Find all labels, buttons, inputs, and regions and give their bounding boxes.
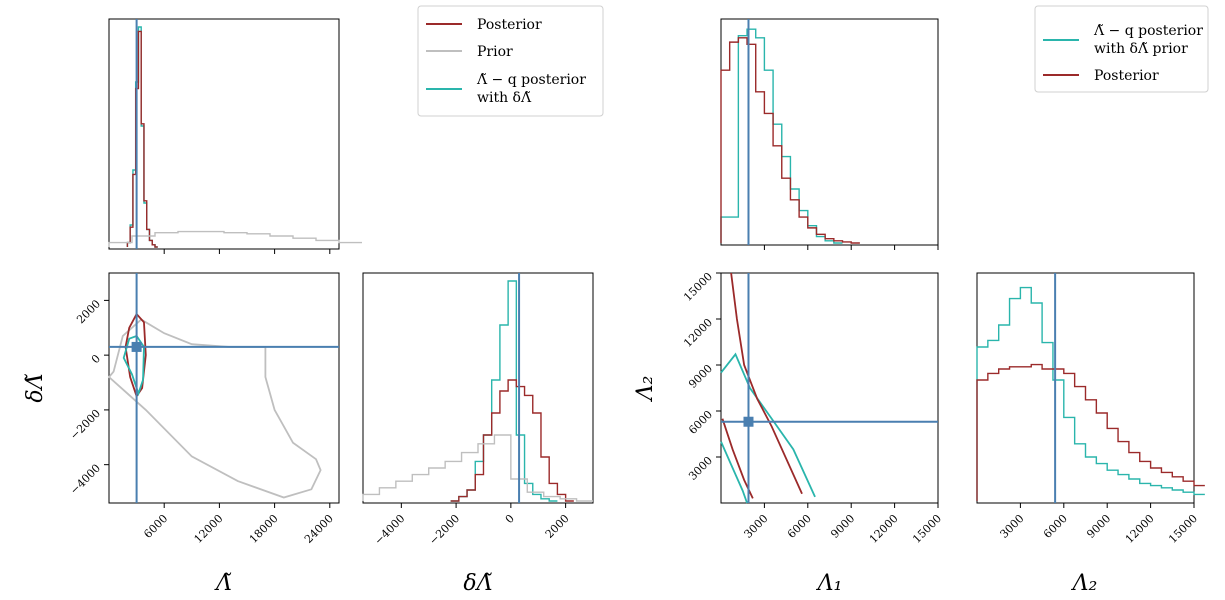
legend-right-posterior: Posterior	[1094, 68, 1159, 84]
xtick-label-5-1: 6000	[1041, 512, 1070, 541]
xtick-label-2-2: 0	[503, 512, 517, 526]
contour-posterior-contour-outer-4	[730, 272, 803, 495]
truth-marker-4	[743, 416, 754, 427]
hist-series-2-2	[362, 434, 593, 502]
hist-series-5-1	[976, 363, 1205, 501]
legend-right: Λ̃ − q posterior with δΛ̃ prior Posterio…	[1034, 5, 1209, 93]
ytick-label-4-3: 12000	[681, 316, 715, 350]
xlabel-l1: Λ₁	[816, 571, 843, 596]
ylabel-dlt: δΛ̃	[23, 373, 48, 402]
contour-posterior-contour-1	[124, 312, 147, 399]
xtick-label-5-2: 9000	[1084, 512, 1113, 541]
xtick-label-4-3: 12000	[867, 512, 901, 546]
contour-prior-contour-1	[107, 318, 322, 499]
xtick-label-4-4: 15000	[910, 512, 944, 546]
contour-lq-contour-1	[122, 334, 145, 397]
xtick-label-4-1: 6000	[785, 512, 814, 541]
contour-lq-contour-inner-4	[720, 441, 748, 504]
panel-dlt-marginal-frame	[362, 272, 594, 504]
ytick-label-1-2: −2000	[68, 407, 104, 443]
legend-left-prior: Prior	[477, 44, 513, 60]
panel-dlt-vs-lt-frame	[108, 272, 340, 504]
legend-left-box	[417, 5, 604, 117]
xtick-label-1-2: 18000	[247, 512, 281, 546]
hist-series-3-0	[720, 28, 843, 244]
xlabel-dlt: δΛ̃	[463, 571, 492, 596]
xlabel-l2: Λ₂	[1071, 571, 1098, 596]
panel-lambda2-marginal: 3000 6000 9000 12000 15000	[976, 273, 1205, 546]
ylabel-l2: Λ₂	[633, 376, 658, 403]
ytick-label-1-3: −4000	[68, 462, 104, 498]
panel-lambda-tilde-marginal	[108, 19, 362, 254]
panel-lambda1-marginal	[720, 19, 939, 250]
panel-dlt-marginal: −4000 −2000 0 2000	[362, 273, 593, 548]
hist-series-3-1	[720, 37, 860, 244]
legend-left-lq-line1: Λ̃ − q posterior	[476, 72, 586, 88]
ytick-label-1-0: 2000	[74, 297, 103, 326]
xtick-label-1-3: 24000	[302, 512, 336, 546]
xtick-label-4-0: 3000	[742, 512, 771, 541]
legend-right-lq-line1: Λ̃ − q posterior	[1093, 23, 1203, 39]
hist-series-0-0	[126, 26, 158, 248]
ytick-label-1-1: 0	[89, 352, 103, 366]
xtick-label-5-4: 15000	[1166, 512, 1200, 546]
ytick-label-4-0: 3000	[686, 454, 715, 483]
panel-lambda1-marginal-frame	[720, 18, 939, 246]
xtick-label-2-3: 2000	[543, 512, 572, 541]
xtick-label-2-1: −2000	[427, 512, 463, 548]
hist-series-0-1	[126, 30, 158, 248]
legend-left: Posterior Prior Λ̃ − q posterior with δΛ…	[417, 5, 604, 117]
panel-l2-vs-l1-frame	[720, 272, 939, 504]
panel-dlt-vs-lt-contour: 6000 12000 18000 24000 2000 0 −2000 −4000	[68, 273, 339, 546]
truth-marker-1	[131, 341, 142, 352]
hist-series-2-1	[450, 379, 574, 502]
ytick-label-4-4: 15000	[681, 270, 715, 304]
ytick-label-4-2: 9000	[686, 362, 715, 391]
legend-left-posterior: Posterior	[477, 17, 542, 33]
hist-series-5-0	[976, 286, 1205, 501]
xtick-label-2-0: −4000	[372, 512, 408, 548]
xtick-label-4-2: 9000	[828, 512, 857, 541]
xtick-label-1-1: 12000	[192, 512, 226, 546]
xtick-label-5-3: 12000	[1123, 512, 1157, 546]
legend-right-box	[1034, 5, 1209, 93]
hist-series-0-2	[108, 230, 362, 247]
xtick-label-5-0: 3000	[998, 512, 1027, 541]
contour-lq-contour-outer-4	[720, 352, 816, 498]
xlabel-lt: Λ̃	[214, 571, 232, 596]
legend-left-lq-line2: with δΛ̃	[477, 90, 532, 106]
ytick-label-4-1: 6000	[686, 408, 715, 437]
panel-lambda-tilde-marginal-frame	[108, 18, 340, 250]
legend-right-lq-line2: with δΛ̃ prior	[1094, 41, 1188, 57]
xtick-label-1-0: 6000	[141, 512, 170, 541]
